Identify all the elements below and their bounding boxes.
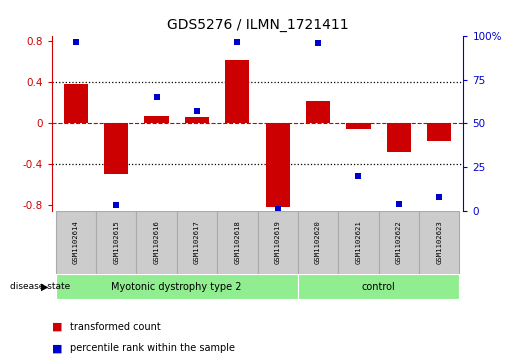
Text: disease state: disease state (10, 282, 71, 291)
Point (354, 173, 363, 179)
Point (72, 38, 80, 44)
Bar (379, 211, 419, 274)
Bar (427, 123, 451, 141)
Text: GSM1102623: GSM1102623 (436, 220, 442, 264)
Point (112, 203, 120, 208)
Text: GSM1102619: GSM1102619 (274, 220, 281, 264)
Text: GSM1102617: GSM1102617 (194, 220, 200, 264)
Text: GSM1102618: GSM1102618 (234, 220, 241, 264)
Text: ■: ■ (52, 322, 62, 332)
Bar (306, 101, 330, 123)
Bar (64, 85, 88, 123)
Bar (217, 211, 258, 274)
Bar (225, 60, 249, 123)
Bar (104, 123, 128, 174)
Bar (136, 211, 177, 274)
Point (152, 94, 161, 100)
Bar (338, 211, 379, 274)
Bar (185, 117, 209, 123)
Bar (419, 211, 459, 274)
Point (233, 38, 242, 44)
Bar (96, 211, 136, 274)
Point (273, 206, 282, 212)
Bar (266, 123, 290, 208)
Text: Myotonic dystrophy type 2: Myotonic dystrophy type 2 (111, 282, 242, 292)
Point (395, 201, 403, 207)
Bar (298, 274, 459, 299)
Bar (387, 123, 411, 152)
Text: control: control (362, 282, 396, 292)
Bar (56, 211, 96, 274)
Title: GDS5276 / ILMN_1721411: GDS5276 / ILMN_1721411 (167, 19, 348, 33)
Text: GSM1102614: GSM1102614 (73, 220, 79, 264)
Bar (144, 116, 168, 123)
Point (435, 194, 443, 200)
Text: GSM1102615: GSM1102615 (113, 220, 119, 264)
Text: GSM1102620: GSM1102620 (315, 220, 321, 264)
Text: GSM1102622: GSM1102622 (396, 220, 402, 264)
Bar (56, 274, 298, 299)
Text: transformed count: transformed count (70, 322, 160, 332)
Text: ▶: ▶ (41, 282, 49, 292)
Text: percentile rank within the sample: percentile rank within the sample (70, 343, 234, 354)
Point (193, 108, 201, 114)
Bar (258, 211, 298, 274)
Text: ■: ■ (52, 343, 62, 354)
Bar (347, 123, 371, 129)
Text: GSM1102616: GSM1102616 (153, 220, 160, 264)
Text: GSM1102621: GSM1102621 (355, 220, 362, 264)
Bar (177, 211, 217, 274)
Bar (298, 211, 338, 274)
Point (314, 40, 322, 46)
